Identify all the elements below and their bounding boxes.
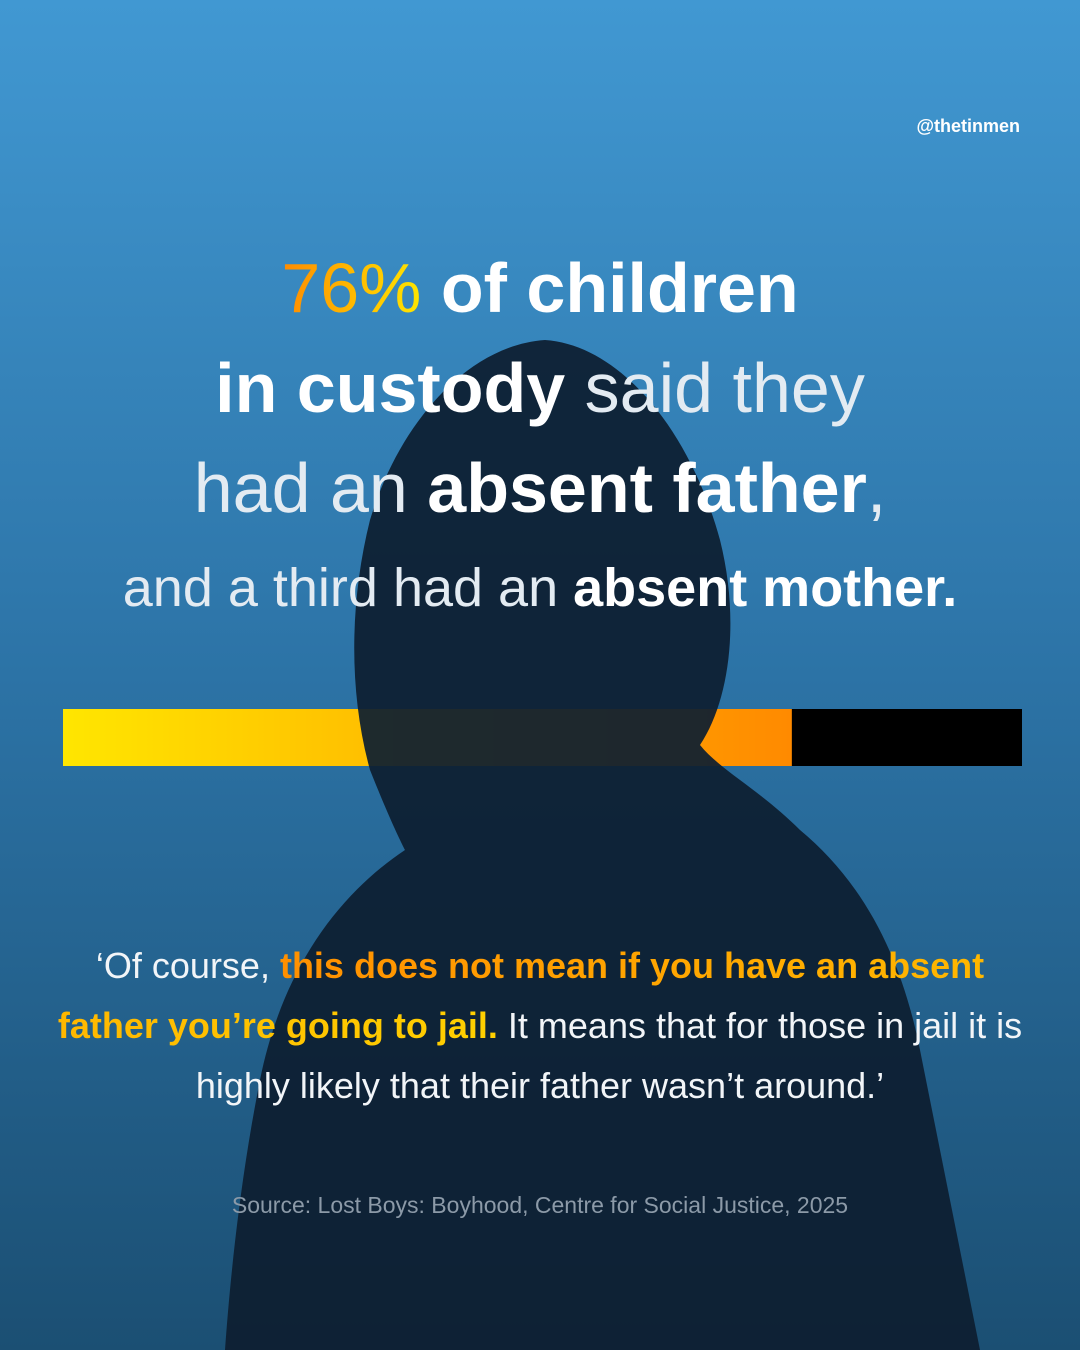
headline-segment: in custody — [215, 349, 566, 427]
headline-segment: absent father — [427, 449, 867, 527]
handle: @thetinmen — [916, 116, 1020, 136]
headline-line: 76% of children — [0, 238, 1080, 338]
headline-line: and a third had an absent mother. — [0, 538, 1080, 638]
quote-segment: It means that for those in jail it is hi… — [195, 1005, 1023, 1106]
quote: ‘Of course, this does not mean if you ha… — [55, 936, 1025, 1116]
quote-segment: this does not mean if you have an absent… — [57, 945, 985, 1046]
stat-label: 76% — [281, 249, 422, 327]
headline-segment: said they — [565, 349, 865, 427]
headline-line: had an absent father, — [0, 438, 1080, 538]
headline-segment: had an — [193, 449, 428, 527]
source: Source: Lost Boys: Boyhood, Centre for S… — [231, 1192, 849, 1218]
headline: 76% of children in custody said they had a… — [0, 238, 1080, 638]
quote-segment: ‘Of course, — [95, 945, 280, 986]
headline-line: in custody said they — [0, 338, 1080, 438]
headline-segment: absent mother. — [573, 558, 958, 618]
headline-segment: , — [866, 449, 887, 527]
headline-segment: of children — [421, 249, 799, 327]
headline-segment: and a third had an — [122, 558, 574, 618]
hooded-figure — [225, 340, 980, 1350]
